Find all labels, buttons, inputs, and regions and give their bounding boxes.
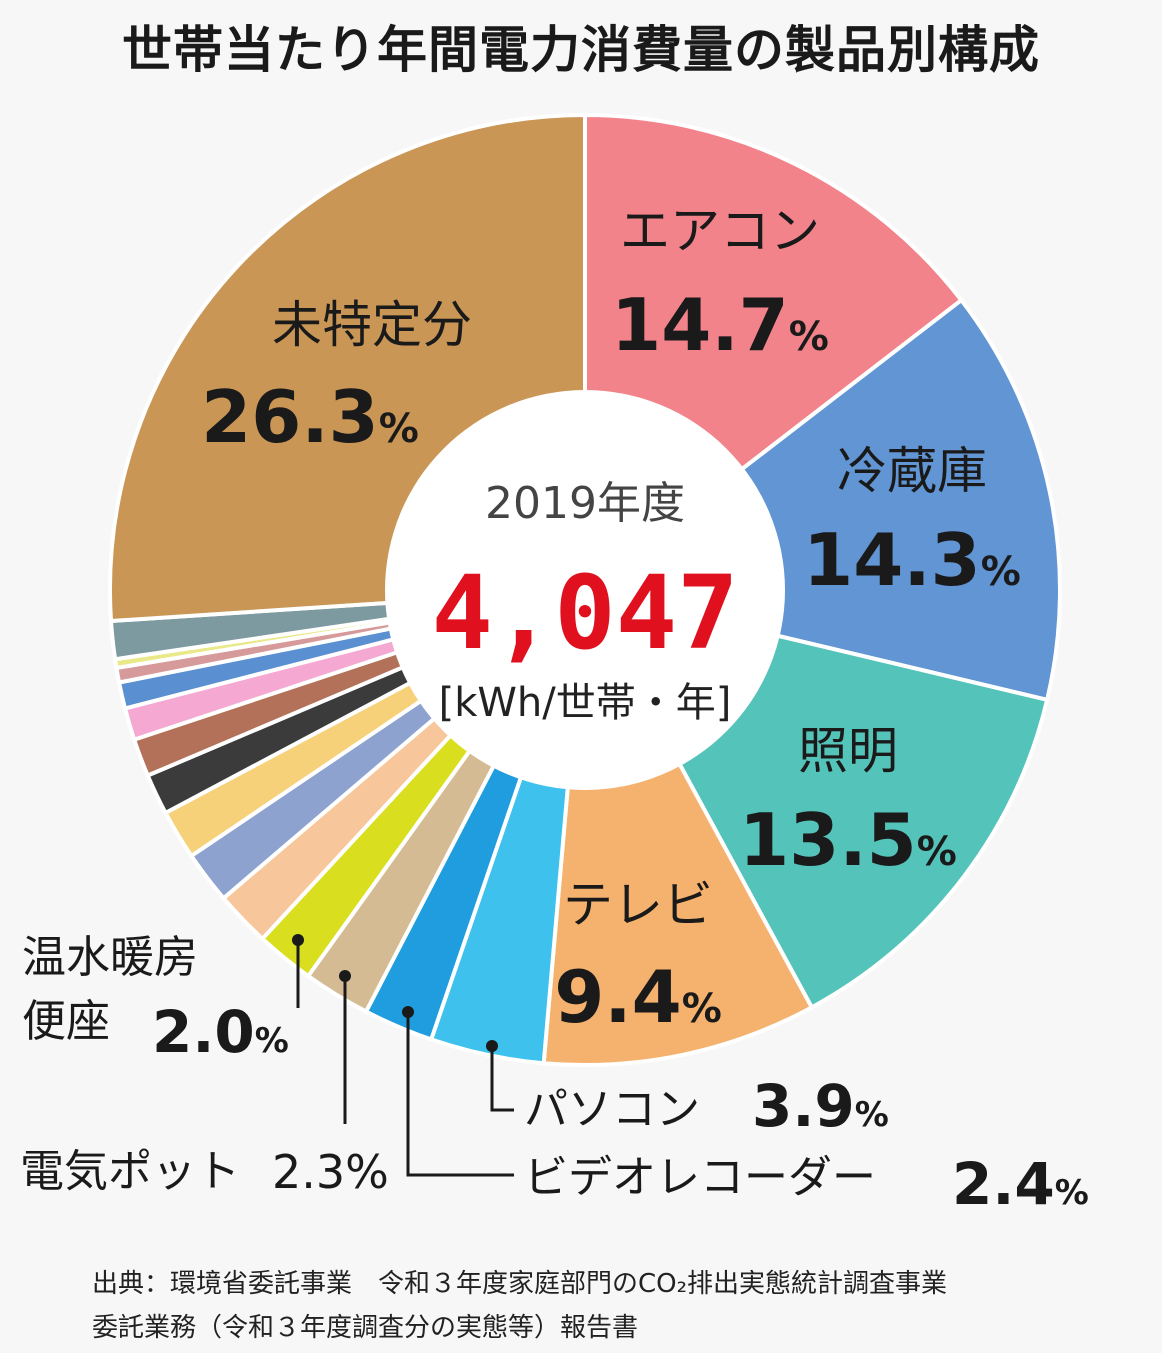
pct-tv: 9.4% (554, 955, 722, 1039)
label-aircon: エアコン (620, 202, 820, 260)
source-note: 出典：環境省委託事業 令和３年度家庭部門のCO₂排出実態統計調査事業 委託業務（… (92, 1262, 947, 1350)
center-year: 2019年度 (485, 478, 685, 529)
label-toilet-seat-line1: 温水暖房 (22, 932, 198, 983)
center-unit: [kWh/世帯・年] (439, 680, 732, 726)
pct-aircon: 14.7% (611, 283, 829, 367)
pct-fridge: 14.3% (803, 518, 1021, 602)
pie-slices (108, 112, 1062, 1067)
chart-title: 世帯当たり年間電力消費量の製品別構成 (122, 21, 1040, 79)
pct-toilet-seat: 2.0% (152, 998, 289, 1066)
center-hole (385, 390, 785, 790)
source-line-1: 出典：環境省委託事業 令和３年度家庭部門のCO₂排出実態統計調査事業 (92, 1269, 948, 1299)
leader-dots (292, 934, 498, 1052)
leader-lines (296, 940, 514, 1177)
label-lighting: 照明 (798, 722, 898, 780)
center-total-value: 4,047 (431, 554, 738, 673)
pct-pc: 3.9% (752, 1072, 889, 1140)
label-fridge: 冷蔵庫 (837, 442, 987, 500)
pct-unspecified: 26.3% (201, 375, 419, 459)
pct-pot: 2.3% (272, 1145, 389, 1199)
leader-recorder (406, 1012, 514, 1177)
label-pc: パソコン (524, 1084, 700, 1135)
pct-lighting: 13.5% (739, 798, 957, 882)
leader-pc (490, 1046, 514, 1112)
label-tv: テレビ (563, 876, 713, 934)
label-pot: 電気ポット (20, 1146, 240, 1197)
pct-recorder: 2.4% (952, 1150, 1089, 1218)
source-line-2: 委託業務（令和３年度調査分の実態等）報告書 (92, 1313, 639, 1343)
label-unspecified: 未特定分 (272, 296, 472, 354)
label-toilet-seat-line2: 便座 (22, 996, 110, 1047)
label-recorder: ビデオレコーダー (524, 1152, 876, 1203)
